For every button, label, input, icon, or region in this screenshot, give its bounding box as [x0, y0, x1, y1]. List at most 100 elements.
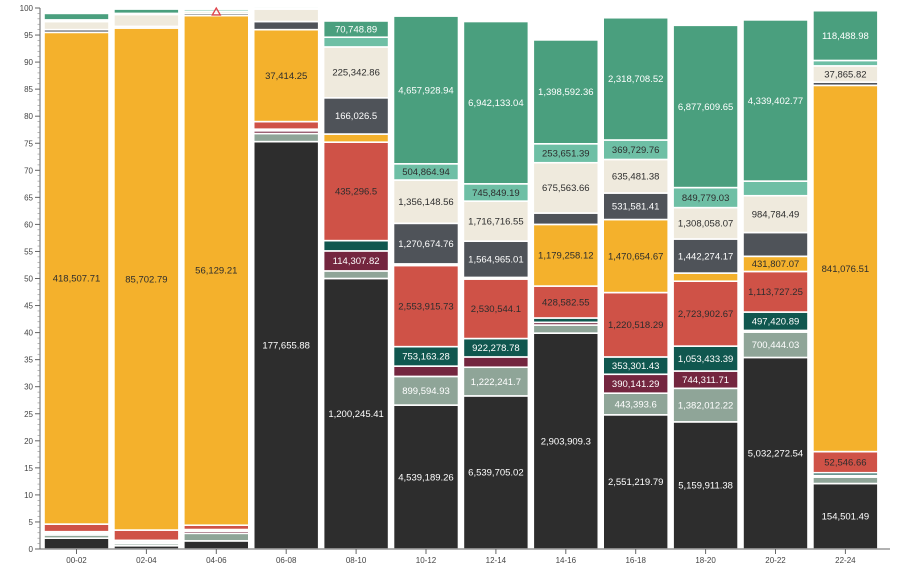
bar-segment-red[interactable]: [602, 291, 670, 358]
data-label: 431,807.07: [752, 259, 800, 270]
bar-segment-slate[interactable]: [532, 212, 600, 226]
bar-segment-yellow[interactable]: [672, 272, 739, 283]
data-label: 753,163.28: [402, 352, 450, 363]
bar-segment-sage[interactable]: [392, 375, 460, 406]
bar-04-06[interactable]: 56,129.21: [183, 7, 250, 550]
y-tick-label: 50: [24, 275, 33, 284]
bar-segment-yellow[interactable]: [322, 133, 390, 143]
bar-segment-green[interactable]: [742, 19, 809, 182]
bar-segment-green[interactable]: [532, 39, 600, 145]
bar-segment-slate[interactable]: [462, 240, 530, 279]
data-label: 504,864.94: [402, 167, 450, 178]
bar-segment-green[interactable]: [43, 12, 110, 21]
bar-segment-black[interactable]: [462, 395, 530, 550]
bar-segment-cream[interactable]: [252, 8, 320, 23]
bar-segment-sage[interactable]: [252, 132, 320, 143]
bar-segment-black[interactable]: [183, 540, 250, 550]
bar-segment-sage[interactable]: [812, 476, 879, 485]
bar-segment-red[interactable]: [113, 529, 180, 542]
bar-segment-green[interactable]: [392, 15, 460, 165]
bar-segment-cream[interactable]: [742, 194, 809, 234]
bar-12-14[interactable]: 6,539,705.02 1,222,241.7 922,278.78 2,530,5…: [462, 20, 530, 550]
data-label: 253,651.39: [542, 149, 590, 160]
bar-segment-maroon[interactable]: [462, 356, 530, 369]
data-label: 1,382,012.22: [678, 400, 733, 411]
bar-22-24[interactable]: 154,501.49 52,546.66 841,076.51 37,865.82 11…: [812, 9, 879, 550]
data-label: 118,488.98: [822, 31, 869, 42]
bar-18-20[interactable]: 5,159,911.38 1,382,012.22 744,311.71 1,053,…: [672, 24, 739, 550]
bar-00-02[interactable]: 418,507.71: [43, 12, 110, 550]
bar-segment-yellow[interactable]: [602, 218, 670, 294]
bar-segment-green[interactable]: [602, 16, 670, 141]
bar-02-04[interactable]: 85,702.79: [113, 8, 180, 550]
bar-segment-cream[interactable]: [462, 200, 530, 242]
data-label: 6,539,705.02: [468, 468, 523, 479]
x-tick-label: 20-22: [765, 556, 786, 565]
bar-segment-black[interactable]: [812, 482, 879, 550]
bar-segment-mint[interactable]: [812, 59, 879, 67]
bar-segment-black[interactable]: [672, 421, 739, 550]
bar-14-16[interactable]: 2,903,909.3 428,582.55 1,179,258.12 675,563…: [532, 39, 600, 550]
data-label: 2,553,915.73: [398, 301, 453, 312]
bar-segment-cream[interactable]: [392, 179, 460, 225]
bar-segment-yellow[interactable]: [532, 223, 600, 287]
bar-10-12[interactable]: 4,539,189.26 899,594.93 753,163.28 2,553,91…: [392, 15, 460, 550]
data-label: 2,318,708.52: [608, 74, 663, 85]
bar-segment-yellow[interactable]: [812, 84, 879, 453]
data-label: 841,076.51: [822, 264, 870, 275]
bar-segment-green[interactable]: [462, 20, 530, 185]
bar-segment-yellow[interactable]: [183, 14, 250, 526]
bar-segment-cream[interactable]: [113, 13, 180, 28]
bar-20-22[interactable]: 5,032,272.54 700,444.03 497,420.89 1,113,72…: [742, 19, 809, 550]
bar-segment-black[interactable]: [392, 404, 460, 550]
bar-segment-sage[interactable]: [672, 387, 739, 423]
bar-segment-green[interactable]: [252, 5, 320, 9]
bar-segment-red[interactable]: [43, 523, 110, 533]
bar-segment-green[interactable]: [812, 9, 879, 62]
bar-segment-slate[interactable]: [602, 192, 670, 221]
bar-segment-black[interactable]: [252, 140, 320, 550]
bar-segment-sage[interactable]: [532, 324, 600, 334]
bar-segment-black[interactable]: [602, 414, 670, 550]
bar-16-18[interactable]: 2,551,219.79 443,393.6 390,141.29 353,301.4…: [602, 16, 670, 550]
bar-segment-darkteal[interactable]: [322, 239, 390, 252]
data-label: 1,220,518.29: [608, 320, 663, 331]
bar-segment-maroon[interactable]: [392, 365, 460, 378]
bar-segment-cream[interactable]: [43, 20, 110, 31]
data-label: 1,564,965.01: [468, 255, 523, 266]
bar-06-08[interactable]: 177,655.88 37,414.25: [252, 5, 320, 550]
bar-segment-mint[interactable]: [742, 180, 809, 197]
bar-segment-black[interactable]: [322, 277, 390, 550]
bar-segment-green[interactable]: [672, 24, 739, 189]
bar-segment-mint[interactable]: [322, 36, 390, 48]
bar-segment-sage[interactable]: [183, 532, 250, 542]
data-label: 6,942,133.04: [468, 98, 523, 109]
y-tick-label: 35: [24, 356, 33, 365]
data-label: 390,141.29: [612, 379, 660, 390]
bar-segment-black[interactable]: [742, 356, 809, 550]
bar-segment-yellow[interactable]: [43, 31, 110, 525]
bar-segment-cream[interactable]: [672, 206, 739, 240]
data-label: 1,200,245.41: [328, 409, 383, 420]
bar-segment-red[interactable]: [742, 270, 809, 313]
data-label: 369,729.76: [612, 145, 660, 156]
data-label: 1,113,727.25: [748, 287, 803, 298]
bar-segment-sage[interactable]: [462, 366, 530, 397]
bar-segment-sage[interactable]: [322, 270, 390, 280]
x-tick-label: 08-10: [346, 556, 367, 565]
bar-segment-red[interactable]: [252, 120, 320, 130]
bar-segment-green[interactable]: [113, 8, 180, 15]
data-label: 154,501.49: [822, 512, 870, 523]
bar-segment-darkteal[interactable]: [672, 345, 739, 372]
y-tick-label: 95: [24, 31, 33, 40]
bar-08-10[interactable]: 1,200,245.41 114,307.82 435,296.5 166,026.5…: [322, 20, 390, 550]
bar-segment-red[interactable]: [392, 264, 460, 348]
bar-segment-red[interactable]: [532, 285, 600, 319]
bar-segment-slate[interactable]: [742, 231, 809, 258]
bar-segment-cream[interactable]: [532, 161, 600, 214]
bar-segment-green[interactable]: [322, 20, 390, 39]
bar-segment-black[interactable]: [532, 332, 600, 550]
bar-segment-black[interactable]: [43, 537, 110, 550]
bar-segment-slate[interactable]: [252, 20, 320, 31]
data-label: 5,159,911.38: [678, 481, 733, 492]
